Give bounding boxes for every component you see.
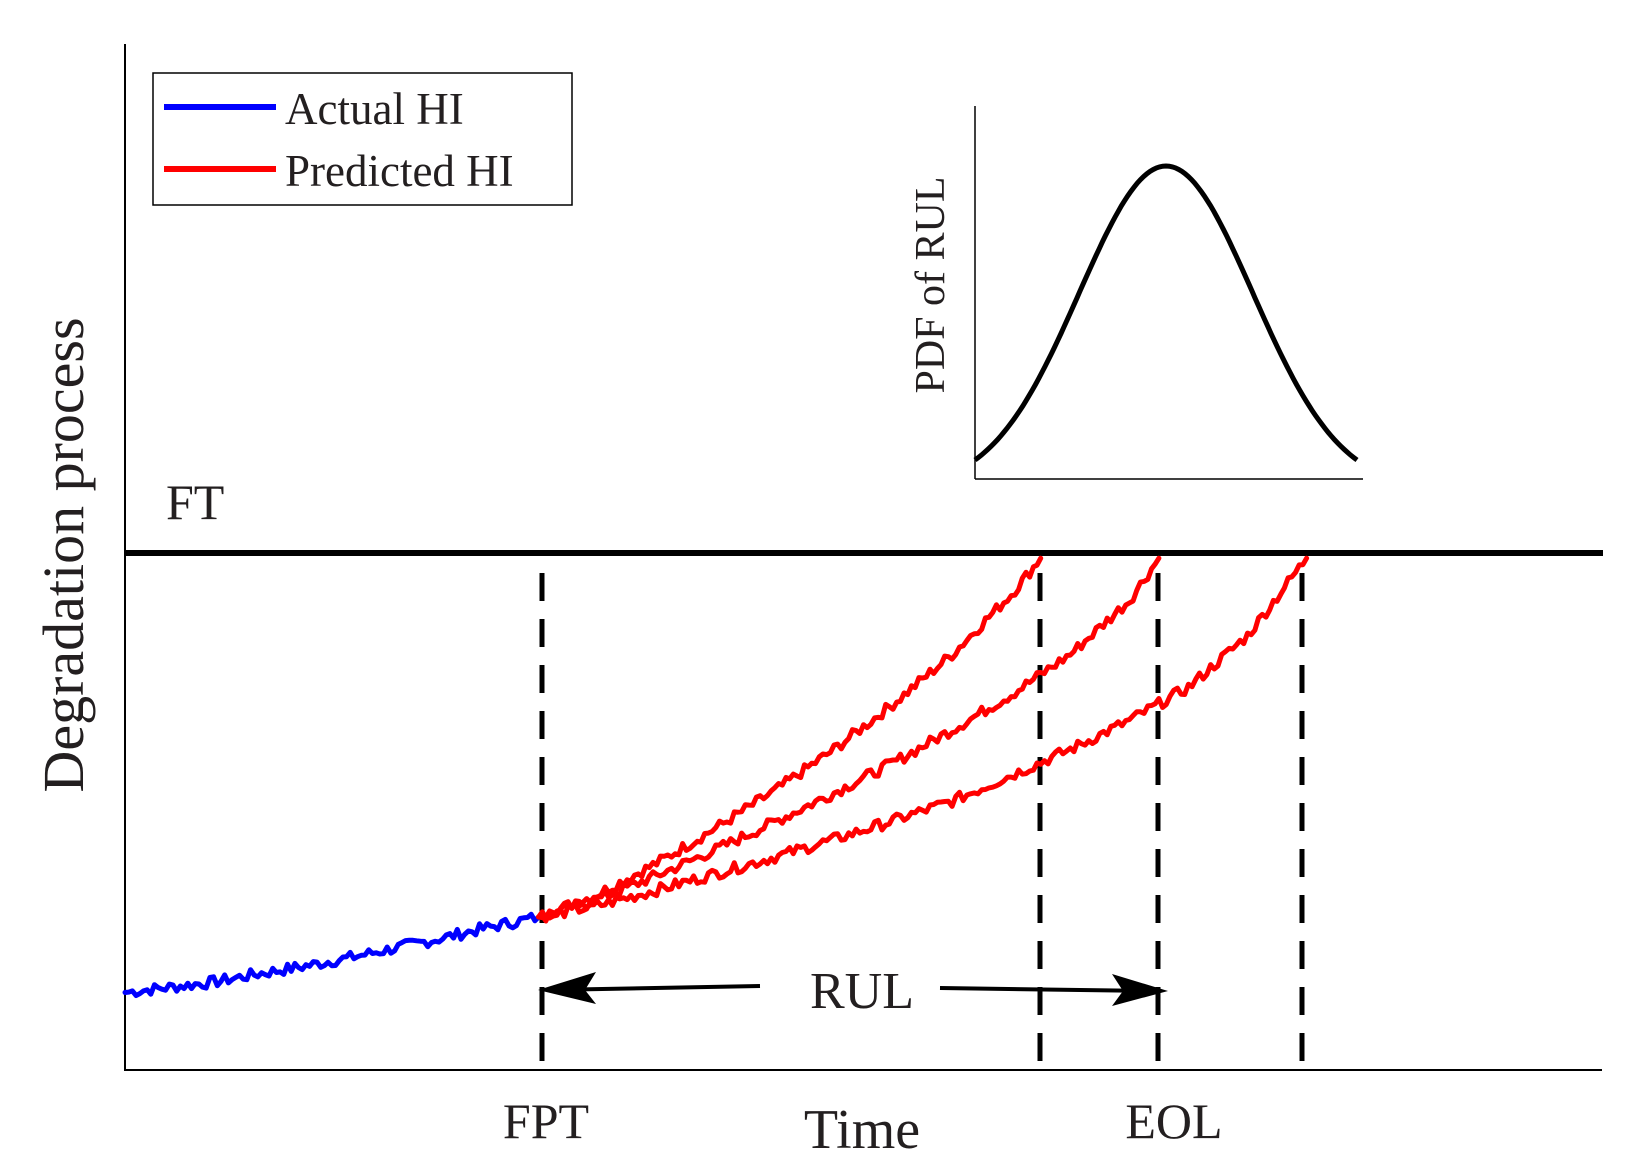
rul-pdf-curve	[973, 163, 1359, 462]
predicted-hi-line-2	[536, 555, 1162, 921]
legend-label-actual: Actual HI	[285, 84, 464, 134]
legend-label-predicted: Predicted HI	[285, 146, 514, 196]
rul-arrow-left-head	[538, 972, 596, 1004]
x-axis-label: Time	[804, 1099, 920, 1161]
failure-threshold-label: FT	[166, 474, 224, 530]
eol-label: EOL	[1125, 1093, 1222, 1149]
rul-label: RUL	[810, 963, 914, 1020]
rul-arrow-right-shaft	[939, 986, 1153, 993]
rul-arrow-right-head	[1112, 974, 1168, 1006]
actual-hi-line	[122, 911, 542, 998]
fpt-label: FPT	[503, 1093, 589, 1149]
predicted-hi-line-3	[536, 555, 1310, 924]
inset-y-axis-label: PDF of RUL	[908, 176, 954, 393]
rul-pdf-inset: PDF of RUL	[908, 106, 1363, 480]
y-axis-label: Degradation process	[31, 317, 96, 792]
predicted-hi-line-1	[536, 555, 1044, 921]
legend-box	[152, 72, 573, 206]
series-layer	[122, 555, 1310, 998]
legend: Actual HI Predicted HI	[152, 72, 573, 206]
